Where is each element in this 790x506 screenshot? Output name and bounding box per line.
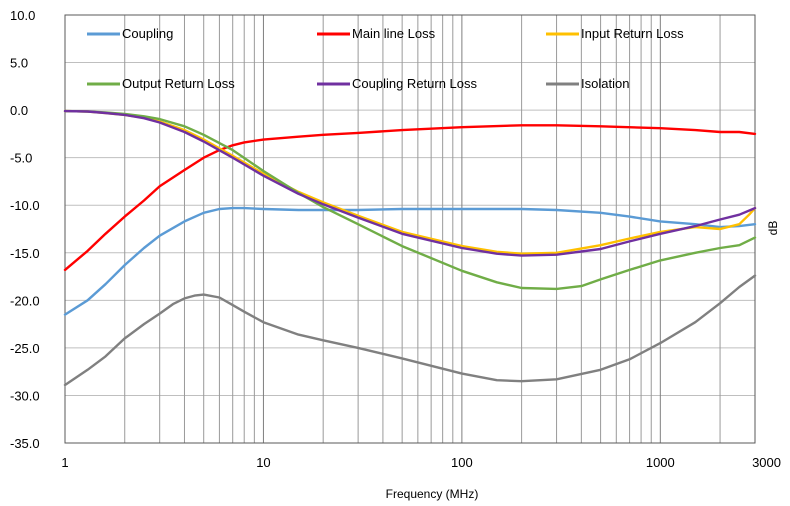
x-tick-labels: 1 10 100 1000 3000 — [61, 455, 781, 470]
series-line-coupling — [63, 206, 757, 316]
y-tick-label: -20.0 — [10, 293, 40, 308]
legend: Coupling Main line Loss Input Return Loss O… — [87, 26, 684, 91]
x-tick-label: 100 — [451, 455, 473, 470]
x-axis-title: Frequency (MHz) — [386, 487, 479, 501]
legend-item-input-return-loss: Input Return Loss — [546, 26, 684, 41]
y-tick-label: 5.0 — [10, 56, 28, 71]
legend-label: Input Return Loss — [581, 26, 684, 41]
legend-item-output-return-loss: Output Return Loss — [87, 76, 235, 91]
series-line-coupling-return-loss — [63, 109, 757, 257]
series-line-isolation — [63, 274, 757, 387]
series-line-main-line-loss — [63, 124, 757, 272]
legend-label: Coupling Return Loss — [352, 76, 478, 91]
series-line-output-return-loss — [63, 109, 757, 291]
plot-frame — [64, 14, 756, 444]
legend-item-coupling: Coupling — [87, 26, 173, 41]
y-axis-title: dB — [766, 221, 780, 236]
legend-item-coupling-return-loss: Coupling Return Loss — [317, 76, 478, 91]
series-layer — [63, 109, 757, 387]
y-tick-label: 0.0 — [10, 103, 28, 118]
x-tick-label: 3000 — [752, 455, 781, 470]
legend-item-main-line-loss: Main line Loss — [317, 26, 436, 41]
legend-label: Coupling — [122, 26, 173, 41]
y-tick-label: -25.0 — [10, 341, 40, 356]
y-tick-label: -15.0 — [10, 246, 40, 261]
plot-border — [64, 14, 756, 444]
y-tick-label: -5.0 — [10, 151, 32, 166]
x-tick-label: 1000 — [646, 455, 675, 470]
y-tick-label: -30.0 — [10, 388, 40, 403]
y-tick-label: -35.0 — [10, 436, 40, 451]
y-tick-label: -10.0 — [10, 198, 40, 213]
legend-item-isolation: Isolation — [546, 76, 629, 91]
legend-label: Output Return Loss — [122, 76, 235, 91]
x-tick-label: 1 — [61, 455, 68, 470]
y-tick-labels: 10.0 5.0 0.0 -5.0 -10.0 -15.0 -20.0 -25.0 -30.0 -… — [10, 8, 40, 451]
y-tick-label: 10.0 — [10, 8, 35, 23]
legend-label: Isolation — [581, 76, 629, 91]
x-tick-label: 10 — [256, 455, 270, 470]
legend-label: Main line Loss — [352, 26, 436, 41]
